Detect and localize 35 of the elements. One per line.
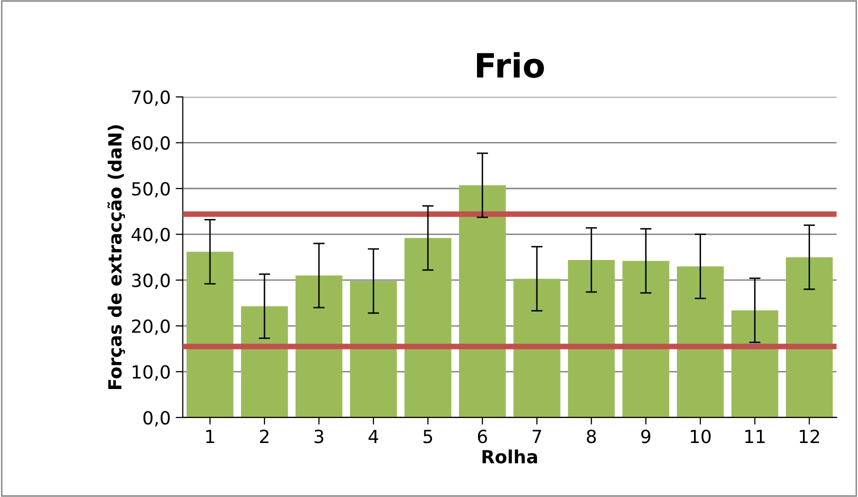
bar bbox=[458, 185, 506, 418]
y-tick-label: 40,0 bbox=[132, 228, 170, 244]
x-axis-title: Rolha bbox=[482, 450, 537, 464]
x-tick-label: 12 bbox=[800, 430, 819, 444]
bar bbox=[676, 266, 724, 418]
x-tick-label: 11 bbox=[745, 430, 765, 444]
x-tick-label: 5 bbox=[424, 430, 432, 444]
x-tick-label: 4 bbox=[368, 430, 378, 444]
bar bbox=[296, 276, 342, 418]
bar bbox=[241, 306, 288, 418]
y-tick-label: 30,0 bbox=[132, 274, 170, 290]
x-tick-label: 1 bbox=[206, 430, 214, 444]
y-tick-label: 10,0 bbox=[132, 365, 170, 381]
bar bbox=[404, 238, 452, 418]
y-tick-label: 60,0 bbox=[132, 136, 170, 152]
y-tick-label: 70,0 bbox=[132, 90, 170, 106]
bar bbox=[568, 260, 615, 418]
x-tick-label: 3 bbox=[314, 430, 324, 444]
x-tick-label: 10 bbox=[690, 430, 711, 444]
x-tick-label: 2 bbox=[260, 430, 268, 444]
chart-title: Frio bbox=[477, 52, 544, 78]
bar bbox=[731, 310, 778, 418]
bar bbox=[350, 281, 397, 418]
y-tick-label: 20,0 bbox=[132, 319, 170, 335]
y-axis-title: Forças de extracção (daN) bbox=[107, 125, 125, 389]
bar bbox=[513, 278, 560, 418]
y-tick-label: 50,0 bbox=[132, 182, 170, 198]
x-tick-label: 7 bbox=[532, 430, 542, 444]
bar bbox=[786, 257, 833, 418]
x-tick-label: 6 bbox=[478, 430, 488, 444]
bar bbox=[622, 260, 670, 418]
x-tick-label: 8 bbox=[586, 430, 596, 444]
x-tick-label: 9 bbox=[641, 430, 650, 444]
bar bbox=[186, 252, 234, 418]
y-tick-label: 0,0 bbox=[143, 410, 170, 426]
